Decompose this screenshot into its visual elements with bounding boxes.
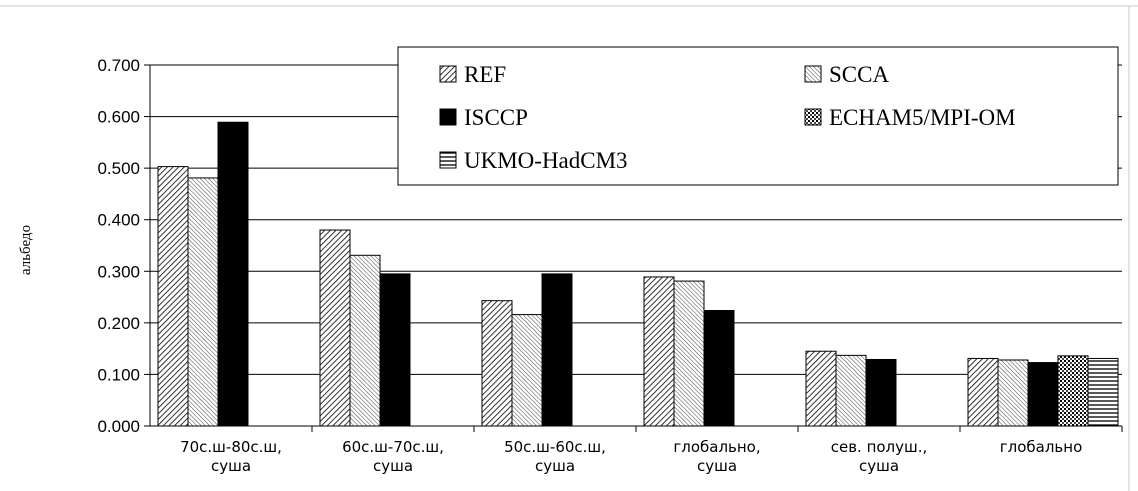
legend-items: REF SCCA ISCCP ECHAM5/MPI-OM UKMO-HadCM3 — [439, 62, 1016, 173]
x-tick-label: суша — [697, 457, 737, 475]
legend-label: UKMO-HadCM3 — [464, 148, 628, 173]
legend-swatch — [439, 65, 457, 83]
legend-label: SCCA — [829, 62, 889, 87]
y-tick-label: 0.600 — [97, 108, 140, 127]
y-tick-labels: 0.000 0.100 0.200 0.300 0.400 0.500 0.600 0.700 — [97, 56, 140, 436]
bar-ref — [157, 166, 189, 427]
y-tick-label: 0.500 — [97, 159, 140, 178]
bar-ref — [319, 229, 351, 427]
x-tick-label: суша — [211, 457, 251, 475]
bar-isccp — [865, 358, 897, 427]
bar-ref — [967, 357, 999, 427]
y-axis-label: альбедо — [18, 225, 34, 275]
y-tick-label: 0.100 — [97, 365, 140, 384]
legend-swatch — [804, 108, 822, 126]
y-tick-label: 0.400 — [97, 211, 140, 230]
bar-ukmo-hadcm3 — [1087, 357, 1119, 427]
x-tick-label: 50с.ш-60с.ш, — [504, 438, 606, 456]
bar-echam5-mpi-om — [1057, 355, 1089, 427]
x-tick-labels: 70с.ш-80с.ш,суша60с.ш-70с.ш,суша50с.ш-60… — [180, 438, 1082, 475]
x-tick-label: глобально — [1000, 438, 1083, 456]
bar-ref — [643, 276, 675, 427]
legend-box — [397, 46, 1119, 186]
legend-swatch — [804, 65, 822, 83]
bar-scca — [835, 354, 867, 427]
bar-isccp — [217, 121, 249, 427]
y-tick-label: 0.700 — [97, 56, 140, 75]
x-tick-label: 70с.ш-80с.ш, — [180, 438, 282, 456]
bar-ref — [481, 300, 513, 427]
y-tick-label: 0.200 — [97, 314, 140, 333]
legend-label: ISCCP — [464, 105, 528, 130]
bar-scca — [187, 177, 219, 427]
bar-ref — [805, 350, 837, 427]
legend-label: REF — [464, 62, 506, 87]
x-tick-label: глобально, — [673, 438, 760, 456]
bar-isccp — [703, 309, 735, 427]
x-tick-label: сев. полуш., — [831, 438, 928, 456]
y-tick-label: 0.000 — [97, 417, 140, 436]
bar-scca — [997, 359, 1029, 427]
bars-layer — [157, 121, 1119, 427]
bar-scca — [349, 254, 381, 427]
legend-label: ECHAM5/MPI-OM — [829, 105, 1016, 130]
x-tick-label: суша — [859, 457, 899, 475]
bar-scca — [673, 280, 705, 427]
legend-swatch — [439, 151, 457, 169]
y-tick-label: 0.300 — [97, 262, 140, 281]
x-tick-label: 60с.ш-70с.ш, — [342, 438, 444, 456]
x-tick-label: суша — [535, 457, 575, 475]
x-tick-label: суша — [373, 457, 413, 475]
bar-isccp — [1027, 362, 1059, 427]
legend: REF SCCA ISCCP ECHAM5/MPI-OM UKMO-HadCM3 — [397, 46, 1119, 186]
legend-swatch — [439, 108, 457, 126]
bar-isccp — [541, 273, 573, 427]
bar-isccp — [379, 273, 411, 427]
bar-scca — [511, 314, 543, 427]
